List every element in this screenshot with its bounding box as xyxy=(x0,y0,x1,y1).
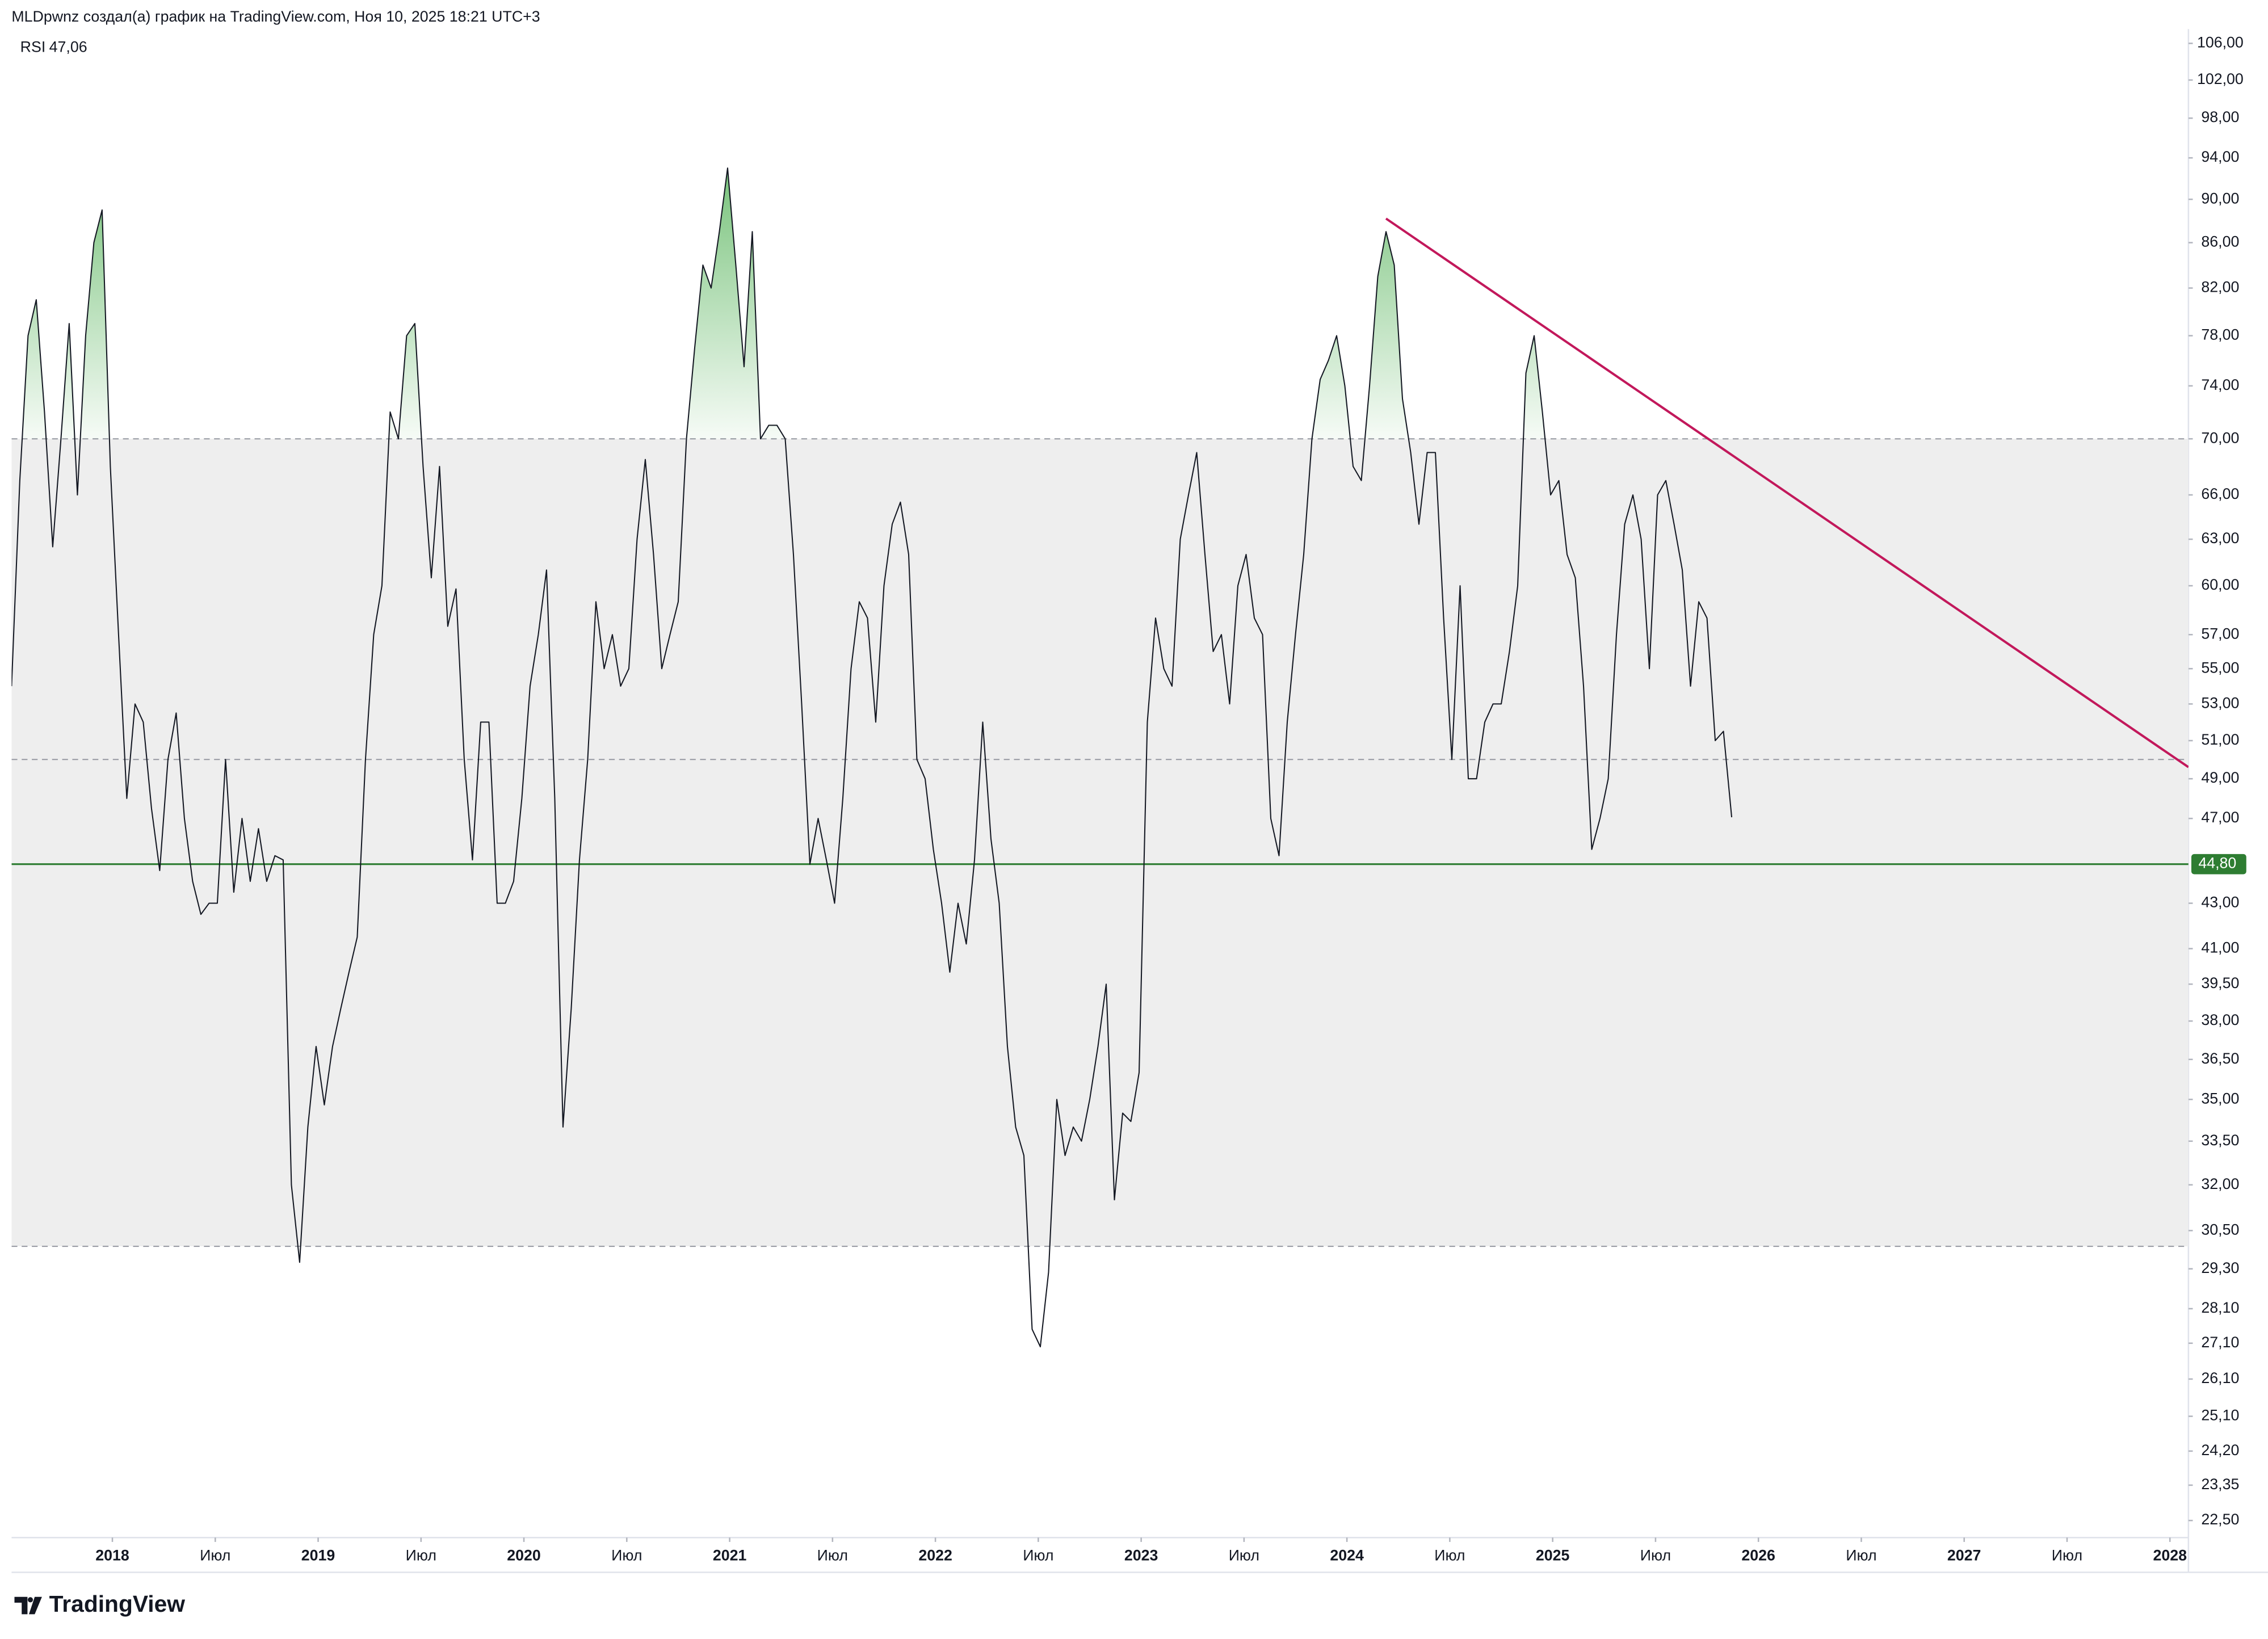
y-tick-label: 43,00 xyxy=(2201,894,2239,911)
y-tick-label: 98,00 xyxy=(2201,108,2239,125)
overbought-fill xyxy=(11,168,1732,439)
y-tick-label: 24,20 xyxy=(2201,1442,2239,1459)
y-tick-label: 60,00 xyxy=(2201,576,2239,593)
x-tick-label: Июл xyxy=(1229,1547,1259,1564)
y-tick-label: 30,50 xyxy=(2201,1221,2239,1238)
y-tick-label: 74,00 xyxy=(2201,376,2239,393)
y-tick-label: 49,00 xyxy=(2201,769,2239,786)
x-tick-label: 2024 xyxy=(1330,1547,1364,1564)
x-tick-label: Июл xyxy=(817,1547,848,1564)
y-tick-label: 51,00 xyxy=(2201,731,2239,748)
x-tick-label: 2020 xyxy=(507,1547,541,1564)
y-tick-label: 55,00 xyxy=(2201,659,2239,676)
x-tick-label: 2019 xyxy=(301,1547,335,1564)
logo-icon xyxy=(14,1596,42,1615)
logo-dot xyxy=(27,1597,33,1603)
x-tick-label: Июл xyxy=(406,1547,436,1564)
indicator-value: 47,06 xyxy=(49,38,87,55)
x-tick-label: 2026 xyxy=(1741,1547,1775,1564)
hline-label: 44,80 xyxy=(2198,855,2236,872)
x-tick-label: Июл xyxy=(1023,1547,1053,1564)
x-tick-label: 2021 xyxy=(713,1547,747,1564)
y-tick-label: 32,00 xyxy=(2201,1175,2239,1192)
y-tick-label: 35,00 xyxy=(2201,1090,2239,1107)
plot-area xyxy=(11,167,2189,1348)
x-tick-label: Июл xyxy=(1434,1547,1465,1564)
y-tick-label: 86,00 xyxy=(2201,233,2239,250)
y-tick-label: 66,00 xyxy=(2201,485,2239,502)
y-tick-label: 23,35 xyxy=(2201,1476,2239,1493)
y-tick-label: 22,50 xyxy=(2201,1511,2239,1528)
y-tick-label: 36,50 xyxy=(2201,1050,2239,1067)
y-tick-label: 47,00 xyxy=(2201,809,2239,826)
x-tick-label: 2018 xyxy=(95,1547,129,1564)
y-tick-label: 78,00 xyxy=(2201,326,2239,343)
y-tick-label: 28,10 xyxy=(2201,1299,2239,1316)
x-tick-label: Июл xyxy=(1846,1547,1876,1564)
header: MLDpwnz создал(а) график на TradingView.… xyxy=(11,8,540,25)
y-tick-label: 102,00 xyxy=(2197,70,2244,87)
y-tick-label: 57,00 xyxy=(2201,625,2239,642)
y-tick-label: 38,00 xyxy=(2201,1011,2239,1028)
y-tick-label: 82,00 xyxy=(2201,279,2239,296)
indicator-name: RSI xyxy=(20,38,46,55)
y-tick-label: 106,00 xyxy=(2197,33,2244,51)
y-tick-label: 63,00 xyxy=(2201,529,2239,547)
brand-logo: TradingView xyxy=(14,1591,185,1617)
x-tick-label: Июл xyxy=(200,1547,230,1564)
y-tick-label: 70,00 xyxy=(2201,429,2239,446)
y-tick-label: 29,30 xyxy=(2201,1259,2239,1276)
y-tick-label: 27,10 xyxy=(2201,1334,2239,1351)
y-tick-label: 39,50 xyxy=(2201,974,2239,991)
y-tick-label: 94,00 xyxy=(2201,148,2239,165)
overbought-fill-group xyxy=(11,168,1732,439)
hline-badge xyxy=(2191,854,2246,875)
x-tick-label: 2027 xyxy=(1947,1547,1981,1564)
y-tick-label: 26,10 xyxy=(2201,1369,2239,1386)
y-tick-label: 41,00 xyxy=(2201,939,2239,956)
y-tick-label: 33,50 xyxy=(2201,1132,2239,1149)
y-tick-label: 90,00 xyxy=(2201,190,2239,207)
y-tick-label: 53,00 xyxy=(2201,694,2239,711)
x-tick-label: Июл xyxy=(611,1547,642,1564)
x-tick-label: Июл xyxy=(2052,1547,2082,1564)
x-tick-label: 2022 xyxy=(918,1547,952,1564)
x-tick-label: Июл xyxy=(1640,1547,1671,1564)
rsi-line xyxy=(11,167,1733,1348)
brand-name: TradingView xyxy=(49,1591,186,1617)
y-tick-label: 25,10 xyxy=(2201,1407,2239,1424)
x-tick-label: 2023 xyxy=(1124,1547,1158,1564)
x-tick-label: 2025 xyxy=(1536,1547,1570,1564)
x-tick-label: 2028 xyxy=(2153,1547,2187,1564)
level-band xyxy=(11,439,2189,1247)
trendline xyxy=(1385,217,2189,768)
